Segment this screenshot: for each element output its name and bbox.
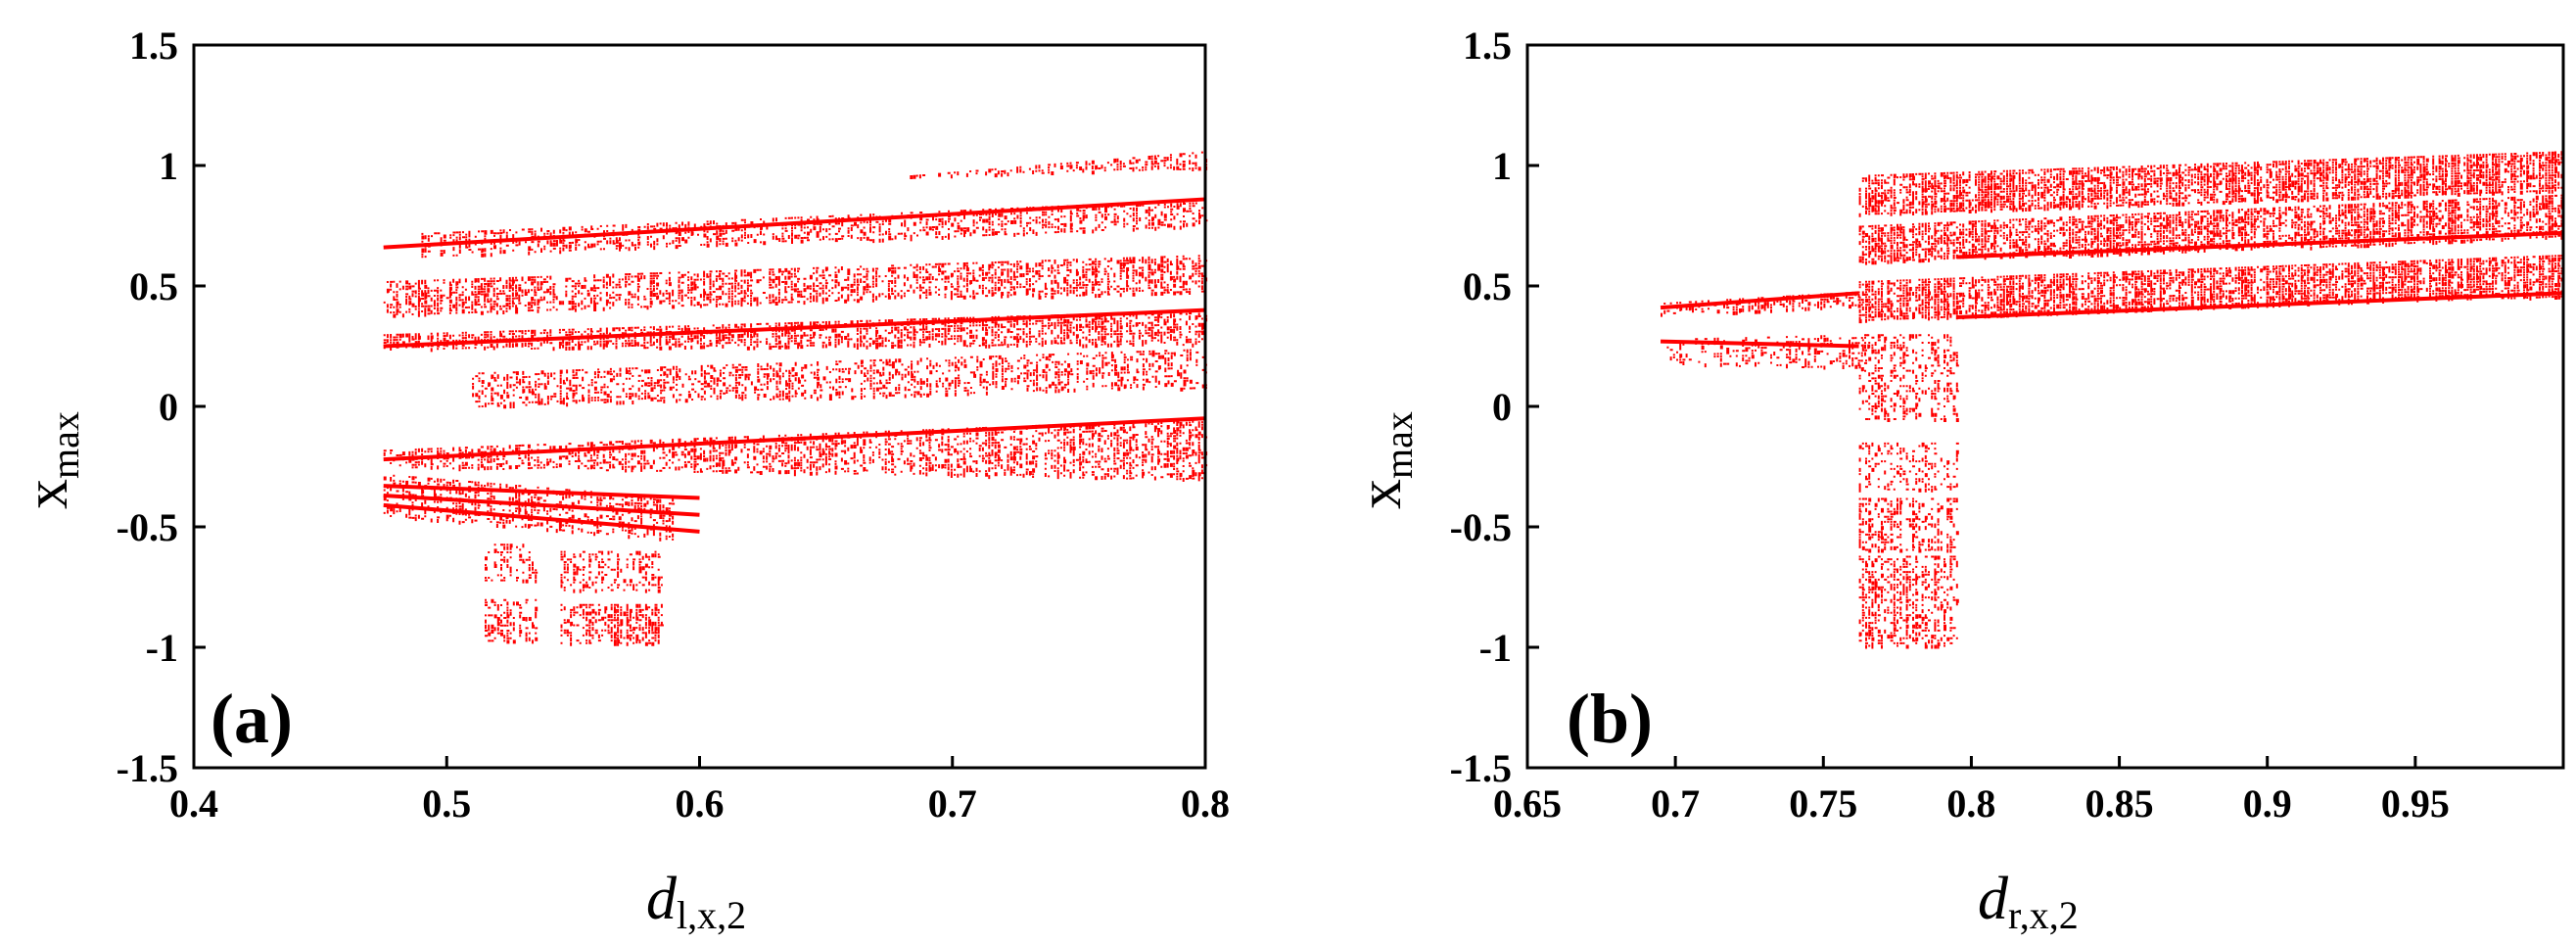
data-band-b-1 <box>1666 334 1871 372</box>
data-band-a-9 <box>485 598 539 644</box>
y-tick-label-a-4: -0.5 <box>117 505 178 549</box>
panel-label-a: (a) <box>211 680 293 758</box>
data-band-b-8 <box>1858 555 1959 649</box>
data-band-a-3 <box>383 309 1208 353</box>
data-band-b-4 <box>1858 255 2564 324</box>
y-axis-label-b-sub: max <box>1377 411 1421 479</box>
y-tick-label-b-1: 1 <box>1492 144 1512 188</box>
x-tick-label-a-0: 0.4 <box>169 781 218 826</box>
y-tick-label-b-0: 1.5 <box>1463 24 1512 68</box>
data-line-b-3 <box>1956 230 2564 260</box>
data-line-a-0 <box>383 307 1206 349</box>
data-line-a-3 <box>383 484 700 500</box>
x-tick-label-a-3: 0.7 <box>928 781 977 826</box>
x-axis-label-a-main: d <box>646 866 678 932</box>
plot-area-b <box>1660 151 2564 649</box>
x-tick-label-b-5: 0.9 <box>2243 781 2292 826</box>
x-axis-label-b-sub: r,x,2 <box>2008 893 2079 937</box>
y-tick-label-a-1: 1 <box>159 144 178 188</box>
panel-a: 0.4 0.5 0.6 0.7 0.8 1.5 1 0.5 0 -0.5 -1 -1.5 (a) dl… <box>14 24 1230 937</box>
x-tick-label-b-1: 0.7 <box>1651 781 1700 826</box>
y-axis-label-a: xmax <box>14 411 87 509</box>
x-tick-label-b-4: 0.85 <box>2085 781 2154 826</box>
data-band-a-1 <box>421 200 1208 259</box>
data-band-b-6 <box>1858 442 1959 493</box>
y-tick-label-b-4: -0.5 <box>1450 505 1512 549</box>
data-band-b-7 <box>1858 497 1959 553</box>
x-tick-label-a-4: 0.8 <box>1181 781 1230 826</box>
x-tick-label-b-3: 0.8 <box>1946 781 1995 826</box>
x-axis-label-a: dl,x,2 <box>646 866 746 937</box>
data-line-a-4 <box>383 494 700 517</box>
data-band-b-2 <box>1858 151 2563 217</box>
data-band-a-8 <box>560 550 663 593</box>
x-axis-label-a-sub: l,x,2 <box>677 893 746 937</box>
y-tick-label-a-5: -1 <box>146 626 178 670</box>
axes-frame-b <box>1525 43 2565 770</box>
data-band-b-5 <box>1858 334 1959 422</box>
data-band-a-0 <box>910 151 1208 179</box>
y-tick-label-b-2: 0.5 <box>1463 264 1512 308</box>
data-band-a-4 <box>472 349 1207 409</box>
panel-b: 0.65 0.7 0.75 0.8 0.85 0.9 0.95 1.5 1 0.5 0 -0.5 -1 -… <box>1347 24 2565 937</box>
x-axis-label-b-main: d <box>1978 866 2009 932</box>
y-tick-label-b-6: -1.5 <box>1450 746 1512 790</box>
y-tick-label-a-3: 0 <box>159 385 178 429</box>
data-band-a-10 <box>560 603 664 646</box>
data-line-b-2 <box>1956 291 2564 319</box>
y-tick-label-a-2: 0.5 <box>129 264 178 308</box>
data-line-a-1 <box>383 416 1206 462</box>
y-tick-label-a-0: 1.5 <box>129 24 178 68</box>
y-axis-label-b-main: x <box>1347 479 1414 509</box>
data-line-a-5 <box>383 502 700 534</box>
ticks-b: 0.65 0.7 0.75 0.8 0.85 0.9 0.95 1.5 1 0.5 0 -0.5 -1 -… <box>1450 24 2450 826</box>
x-tick-label-b-0: 0.65 <box>1493 781 1562 826</box>
x-axis-label-b: dr,x,2 <box>1978 866 2079 937</box>
panel-label-b: (b) <box>1567 680 1653 758</box>
x-tick-label-a-1: 0.5 <box>422 781 471 826</box>
y-tick-label-a-6: -1.5 <box>117 746 178 790</box>
plot-area-a <box>383 151 1208 646</box>
axes-frame-a <box>192 43 1207 770</box>
y-axis-label-b: xmax <box>1347 411 1421 509</box>
x-tick-label-b-6: 0.95 <box>2381 781 2450 826</box>
y-axis-label-a-main: x <box>14 479 80 509</box>
data-band-b-3 <box>1858 194 2564 265</box>
data-band-a-7 <box>485 543 539 584</box>
x-tick-label-b-2: 0.75 <box>1789 781 1857 826</box>
data-line-a-2 <box>383 197 1206 250</box>
x-tick-label-a-2: 0.6 <box>676 781 725 826</box>
data-band-a-6 <box>383 474 676 542</box>
y-tick-label-b-3: 0 <box>1492 385 1512 429</box>
data-line-b-1 <box>1660 339 1859 349</box>
data-band-a-2 <box>383 255 1208 318</box>
data-band-a-5 <box>383 418 1208 482</box>
data-line-b-0 <box>1660 291 1859 310</box>
y-axis-label-a-sub: max <box>43 411 87 479</box>
y-tick-label-b-5: -1 <box>1479 626 1512 670</box>
ticks-a: 0.4 0.5 0.6 0.7 0.8 1.5 1 0.5 0 -0.5 -1 -1.5 <box>117 24 1230 826</box>
